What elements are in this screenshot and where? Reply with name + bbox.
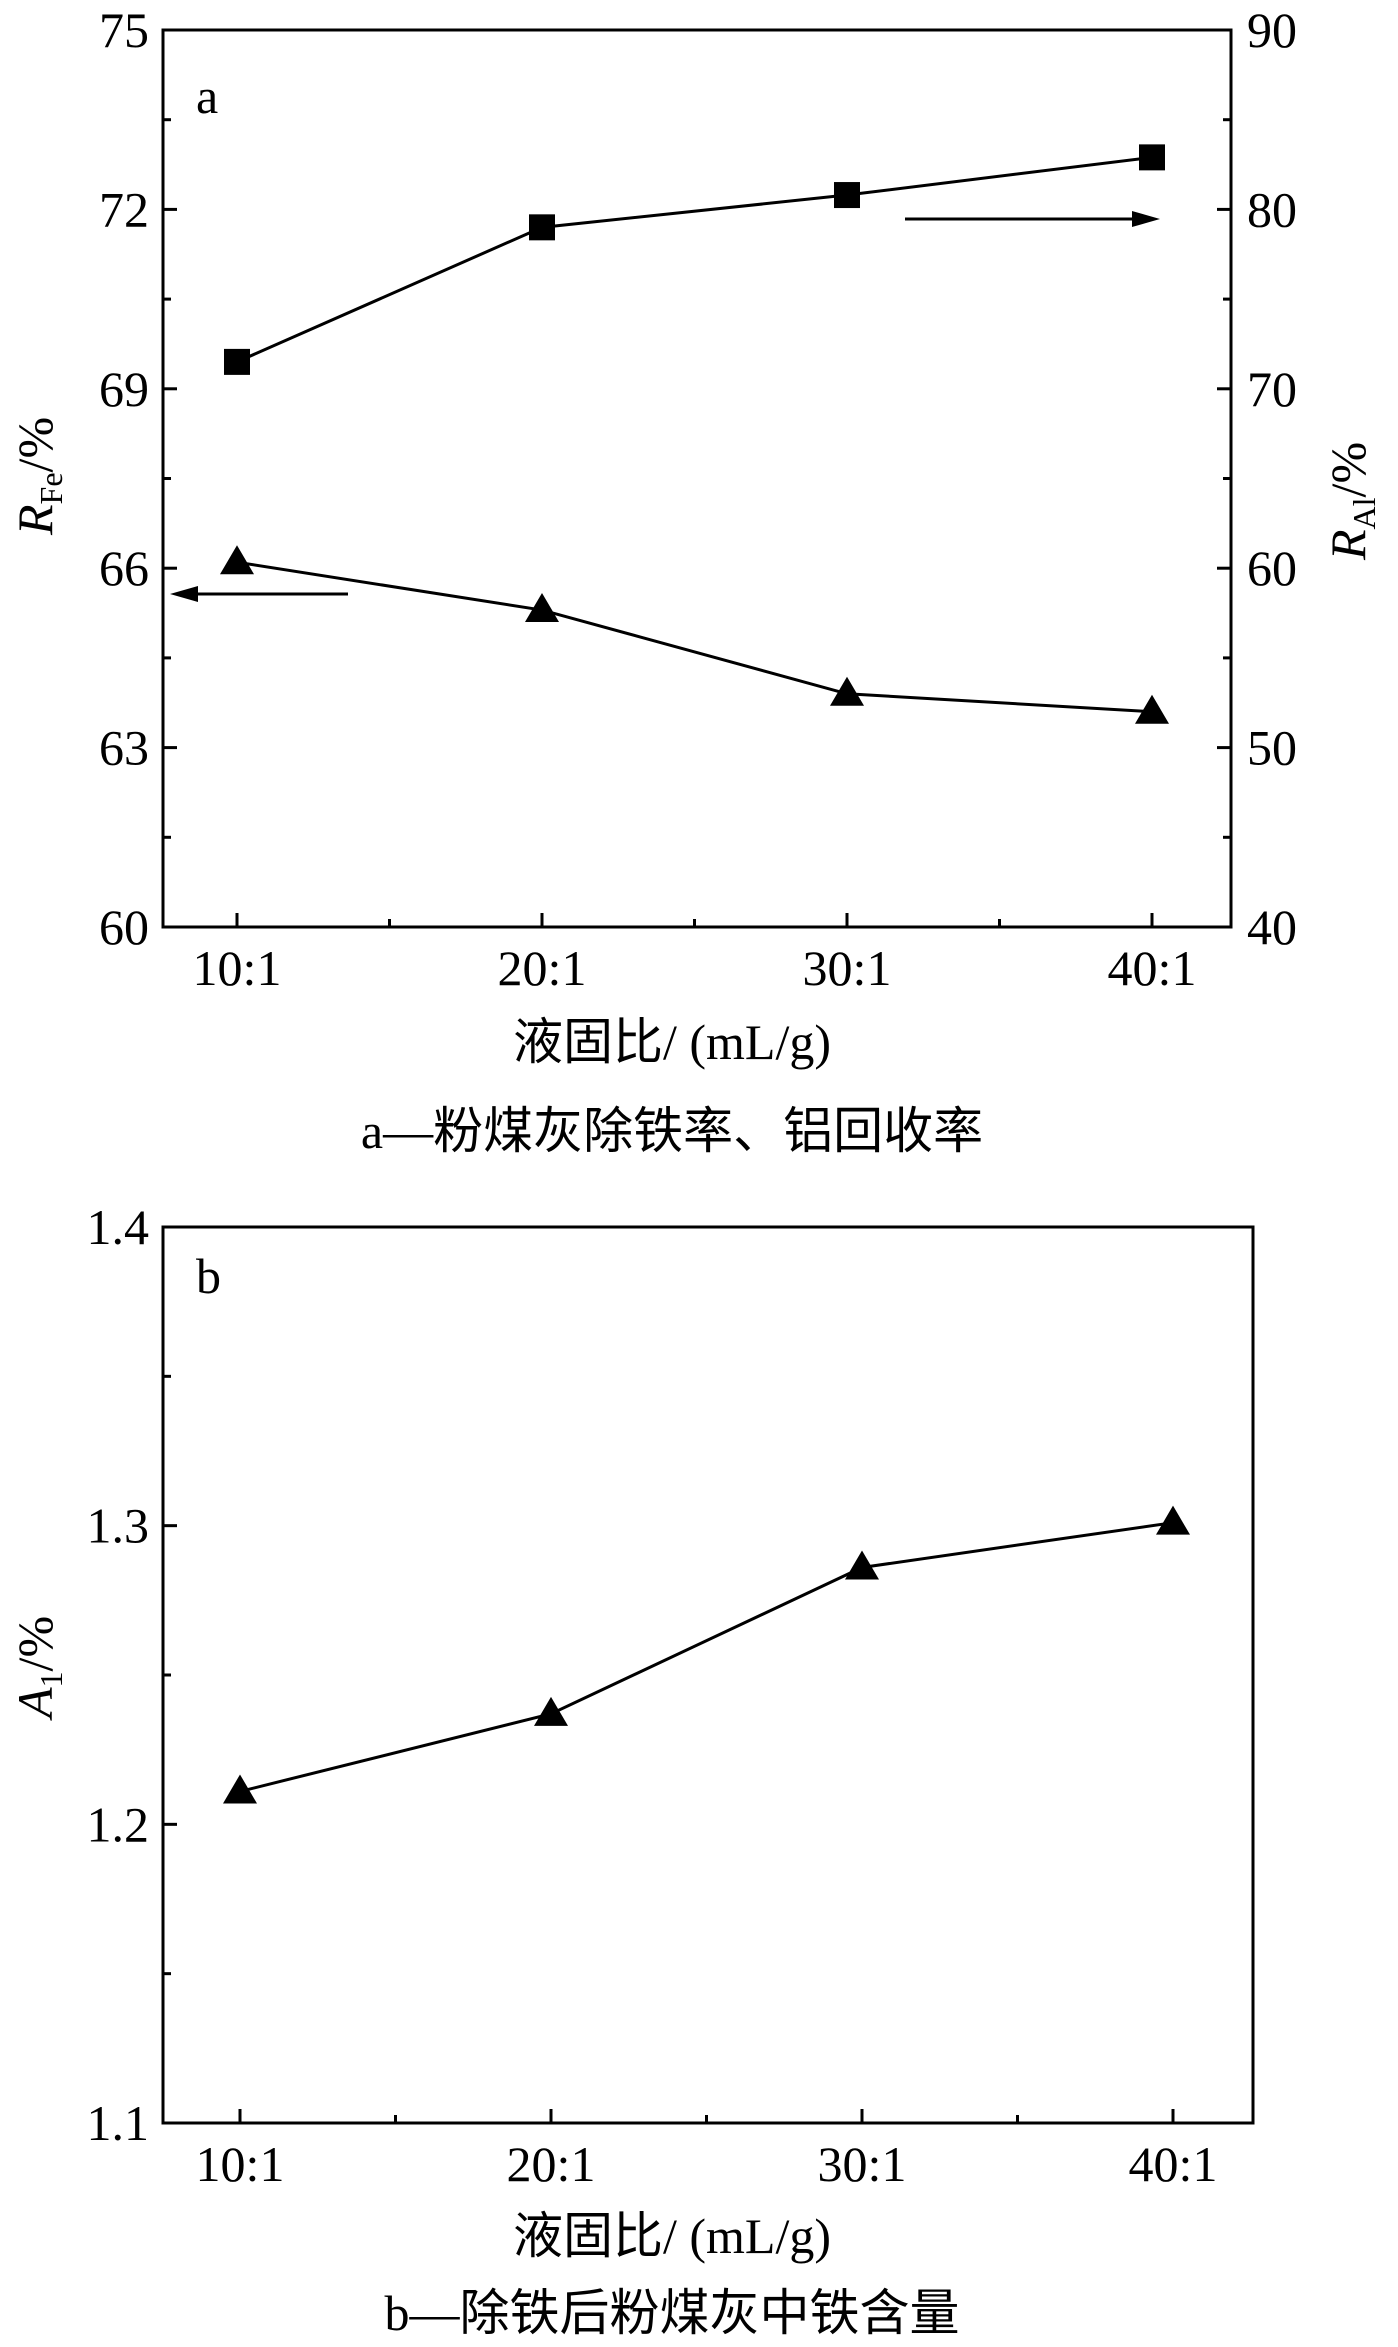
x-tick-label: 40:1 (1108, 940, 1197, 996)
panel-b-letter: b (196, 1248, 221, 1304)
left-tick-label: 1.1 (87, 2095, 150, 2151)
right-axis-title: RAl/% (1320, 442, 1382, 561)
panel-b-lines (239, 1521, 1174, 1793)
panel-b-y-axis-title: A1/% (7, 1616, 69, 1721)
data-point-triangle (1156, 1505, 1190, 1535)
x-tick-label: 20:1 (507, 2136, 596, 2192)
right-tick-label: 80 (1247, 181, 1297, 237)
panel-b-caption: b—除铁后粉煤灰中铁含量 (385, 2285, 960, 2341)
series-line-0 (236, 560, 1153, 714)
left-tick-label: 69 (99, 361, 149, 417)
panel-a: 10:1 20:1 30:1 40:1 60 63 66 69 72 75 40 50 60 70 80 90… (7, 2, 1382, 1159)
data-point-triangle (525, 593, 559, 623)
panel-a-ticks: 10:1 20:1 30:1 40:1 60 63 66 69 72 75 40 50 60 70 80 90 (99, 2, 1297, 996)
right-tick-label: 60 (1247, 540, 1297, 596)
arrow-to-left-axis (170, 586, 348, 602)
data-point-triangle (220, 545, 254, 575)
left-tick-label: 63 (99, 720, 149, 776)
left-tick-label: 60 (99, 899, 149, 955)
right-tick-label: 70 (1247, 361, 1297, 417)
x-tick-label: 30:1 (818, 2136, 907, 2192)
left-tick-label: 1.2 (87, 1796, 150, 1852)
data-point-triangle (534, 1696, 568, 1726)
left-axis-title: RFe/% (7, 417, 69, 536)
data-point-triangle (830, 676, 864, 706)
panel-a-markers (220, 144, 1169, 724)
left-tick-label: 1.3 (87, 1498, 150, 1554)
panel-b-markers (223, 1505, 1190, 1804)
right-tick-label: 50 (1247, 720, 1297, 776)
data-point-triangle (223, 1774, 257, 1804)
left-tick-label: 66 (99, 540, 149, 596)
panel-a-letter: a (196, 68, 218, 124)
x-tick-label: 30:1 (803, 940, 892, 996)
panel-a-caption: a—粉煤灰除铁率、铝回收率 (361, 1103, 983, 1159)
plot-frame-a (161, 28, 1233, 929)
series-line-0 (239, 1521, 1174, 1793)
series-line-1 (236, 155, 1153, 364)
x-tick-label: 10:1 (193, 940, 282, 996)
left-tick-label: 1.4 (87, 1199, 150, 1255)
panel-a-x-axis-title: 液固比/ (mL/g) (513, 1014, 831, 1070)
x-tick-label: 20:1 (498, 940, 587, 996)
panel-b-ticks: 10:1 20:1 30:1 40:1 1.1 1.2 1.3 1.4 (87, 1199, 1218, 2192)
data-point-square (529, 214, 555, 241)
panel-b: 10:1 20:1 30:1 40:1 1.1 1.2 1.3 1.4 b A1/% 液固比/… (7, 1199, 1255, 2341)
right-tick-label: 90 (1247, 2, 1297, 58)
plot-frame-b (161, 1225, 1255, 2125)
data-point-triangle (845, 1550, 879, 1580)
data-point-triangle (1135, 694, 1169, 724)
panel-b-x-axis-title: 液固比/ (mL/g) (513, 2208, 831, 2264)
data-point-square (1139, 144, 1165, 171)
left-tick-label: 72 (99, 181, 149, 237)
arrow-to-right-axis (905, 211, 1160, 227)
data-point-square (834, 182, 860, 209)
panel-a-lines (236, 155, 1153, 714)
x-tick-label: 10:1 (196, 2136, 285, 2192)
left-tick-label: 75 (99, 2, 149, 58)
right-tick-label: 40 (1247, 899, 1297, 955)
data-point-square (224, 348, 250, 375)
x-tick-label: 40:1 (1129, 2136, 1218, 2192)
